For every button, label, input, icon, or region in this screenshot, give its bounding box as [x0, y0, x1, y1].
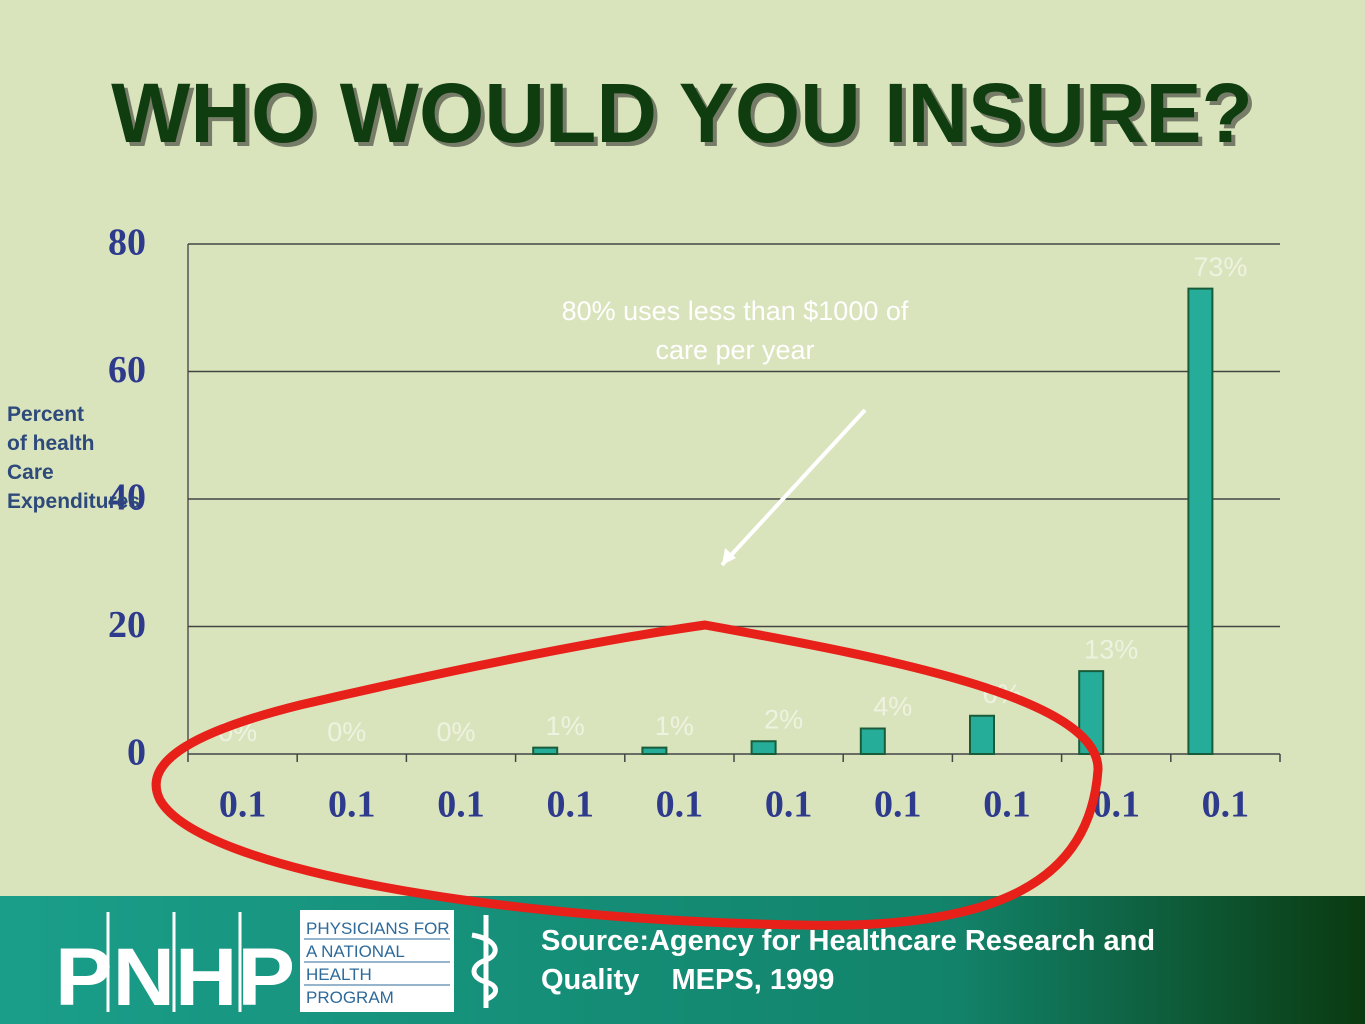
value-label: 2% — [764, 704, 803, 734]
bar — [1187, 287, 1214, 755]
value-label: 1% — [655, 711, 694, 741]
y-tick-label: 20 — [108, 604, 146, 646]
bar — [641, 746, 668, 755]
x-tick-label: 0.1 — [437, 784, 485, 826]
value-label: 13% — [1084, 634, 1138, 664]
y-tick-label: 60 — [108, 349, 146, 391]
source: Source:Agency for Healthcare Research an… — [541, 925, 1164, 996]
x-tick-label: 0.1 — [983, 784, 1031, 826]
value-label: 0% — [327, 717, 366, 747]
arrow — [720, 408, 867, 567]
highlight-loop — [151, 620, 1103, 930]
y-tick-label: 0 — [127, 732, 146, 774]
x-tick-label: 0.1 — [656, 784, 704, 826]
value-label: 4% — [873, 692, 912, 722]
org-line: A NATIONAL — [306, 942, 405, 961]
y-axis-title: Percent of health Care Expenditures — [7, 403, 141, 513]
title-shadow: WHO WOULD YOU INSURE? — [115, 70, 1257, 164]
org-line: PROGRAM — [306, 988, 394, 1007]
bar — [969, 714, 995, 755]
value-label: 0% — [436, 717, 475, 747]
bar — [750, 740, 777, 755]
x-tick-label: 0.1 — [1202, 784, 1250, 826]
x-tick-label: 0.1 — [328, 784, 376, 826]
x-tick-label: 0.1 — [1092, 784, 1140, 826]
caduceus — [471, 915, 498, 1008]
org-line: PHYSICIANS FOR — [306, 919, 450, 938]
annotation: 80% uses less than $1000 of care per yea… — [561, 296, 909, 365]
org-box — [300, 910, 454, 1012]
value-label: 73% — [1193, 252, 1247, 282]
value-label: 1% — [546, 711, 585, 741]
chart-title: WHO WOULD YOU INSURE? — [111, 66, 1253, 160]
x-tick-label: 0.1 — [546, 784, 594, 826]
bar — [859, 727, 886, 755]
arrow-head — [722, 548, 736, 565]
org-line: HEALTH — [306, 965, 372, 984]
bar — [532, 746, 559, 755]
y-tick-label: 80 — [108, 222, 146, 264]
x-tick-label: 0.1 — [874, 784, 922, 826]
x-tick-label: 0.1 — [765, 784, 813, 826]
y-tick-label: 40 — [108, 477, 146, 519]
x-tick-label: 0.1 — [219, 784, 267, 826]
